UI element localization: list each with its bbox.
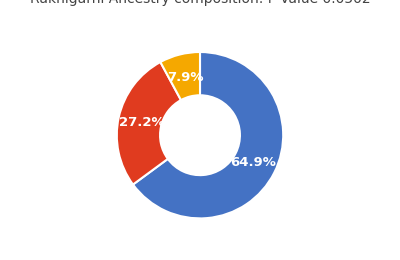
Text: 64.9%: 64.9% — [230, 156, 276, 169]
Wedge shape — [133, 52, 283, 218]
Text: 27.2%: 27.2% — [119, 116, 164, 129]
Wedge shape — [117, 62, 181, 185]
Text: 7.9%: 7.9% — [167, 71, 204, 84]
Title: Rakhigarhi Ancestry composition: P-Value 0.0502: Rakhigarhi Ancestry composition: P-Value… — [30, 0, 370, 6]
Wedge shape — [160, 52, 200, 100]
